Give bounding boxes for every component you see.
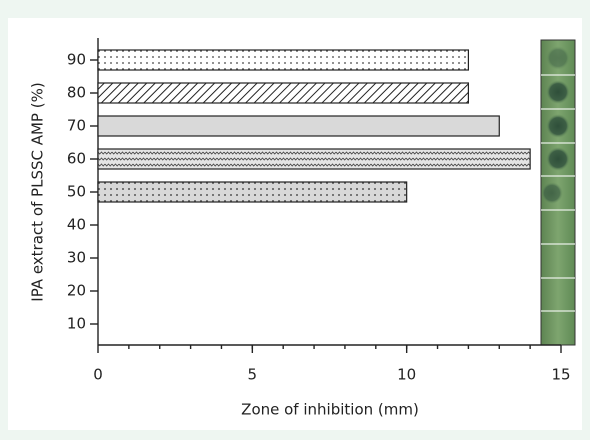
bar: [97, 82, 469, 104]
x-tick-label: 5: [248, 366, 258, 384]
y-axis-label: IPA extract of PLSSC AMP (%): [29, 82, 47, 301]
x-axis-label: Zone of inhibition (mm): [241, 401, 419, 419]
bar: [97, 181, 408, 203]
x-tick-label: 0: [93, 366, 103, 384]
bar: [97, 115, 500, 137]
y-tick-label: 30: [67, 249, 86, 267]
y-tick-label: 50: [67, 183, 86, 201]
y-tick-label: 90: [67, 51, 86, 69]
y-tick-label: 10: [67, 315, 86, 333]
y-tick-label: 80: [67, 84, 86, 102]
y-tick-label: 70: [67, 117, 86, 135]
photo-strip: [540, 39, 576, 346]
bar: [97, 148, 531, 170]
x-tick-label: 15: [551, 366, 570, 384]
bar: [97, 49, 469, 71]
y-tick-label: 60: [67, 150, 86, 168]
x-tick-label: 10: [397, 366, 416, 384]
y-tick-label: 20: [67, 282, 86, 300]
y-tick-label: 40: [67, 216, 86, 234]
